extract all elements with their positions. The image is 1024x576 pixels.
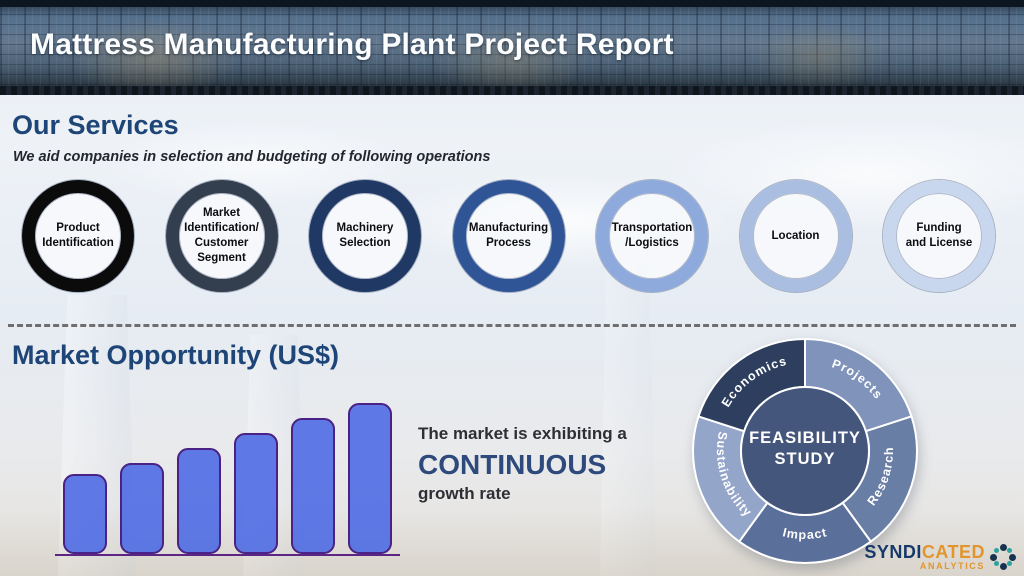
- dotted-circle-icon: [990, 544, 1016, 570]
- donut-center-label: FEASIBILITY STUDY: [749, 429, 861, 468]
- dashed-divider: [8, 324, 1016, 327]
- logo-dot: [1007, 547, 1013, 553]
- logo-dot: [990, 553, 997, 561]
- bar: [120, 463, 164, 554]
- market-bar-chart: [55, 398, 400, 556]
- header-banner: Mattress Manufacturing Plant Project Rep…: [0, 0, 1024, 95]
- services-subtitle: We aid companies in selection and budget…: [13, 149, 491, 165]
- service-circle-market-identification-customer-segment: Market Identification/ Customer Segment: [165, 180, 278, 292]
- market-growth-text: The market is exhibiting a CONTINUOUS gr…: [418, 424, 627, 504]
- service-label: Machinery Selection: [336, 222, 394, 249]
- logo-dot: [1007, 561, 1013, 567]
- bar: [234, 433, 278, 554]
- syndicated-analytics-logo: SYNDICATED ANALYTICS: [864, 543, 1016, 571]
- service-label: Funding and License: [905, 222, 973, 249]
- service-circle-manufacturing-process: Manufacturing Process: [452, 180, 565, 292]
- market-text-line3: growth rate: [418, 484, 511, 503]
- market-section-title: Market Opportunity (US$): [12, 340, 340, 370]
- service-label: Product Identification: [42, 222, 114, 249]
- service-circle-transportation-logistics: Transportation /Logistics: [596, 180, 708, 292]
- market-text-emphasis: CONTINUOUS: [418, 449, 607, 480]
- logo-name-primary: SYNDI: [864, 542, 922, 562]
- page-title: Mattress Manufacturing Plant Project Rep…: [30, 28, 674, 61]
- logo-dot: [1009, 553, 1016, 561]
- service-label: Transportation /Logistics: [611, 222, 693, 249]
- logo-dot: [993, 547, 999, 553]
- service-label: Manufacturing Process: [468, 222, 549, 249]
- market-text-line1: The market is exhibiting a: [418, 424, 627, 443]
- logo-subtitle: ANALYTICS: [919, 561, 985, 571]
- background-chimney: [600, 255, 656, 576]
- logo-name-secondary: CATED: [921, 542, 985, 562]
- bar: [63, 474, 107, 554]
- service-circle-machinery-selection: Machinery Selection: [309, 180, 421, 292]
- bar-group: [63, 403, 392, 554]
- services-section-title: Our Services: [12, 110, 179, 140]
- service-circle-funding-and-license: Funding and License: [883, 180, 995, 292]
- logo-dot: [999, 563, 1007, 570]
- feasibility-donut-chart: ProjectsResearchImpactSustainabilityEcon…: [692, 337, 918, 564]
- bar: [177, 448, 221, 554]
- logo-text: SYNDICATED ANALYTICS: [864, 543, 985, 571]
- service-label: Location: [771, 229, 820, 242]
- bar: [348, 403, 392, 554]
- service-circle-product-identification: Product Identification: [22, 180, 134, 292]
- logo-name: SYNDICATED: [864, 543, 985, 561]
- services-circles-row: Product Identification Market Identificat…: [22, 180, 995, 292]
- logo-dot: [993, 561, 999, 567]
- bar-chart-baseline: [55, 554, 400, 556]
- bar: [291, 418, 335, 554]
- donut-center: [740, 386, 870, 516]
- service-circle-location: Location: [739, 180, 852, 292]
- service-label: Market Identification/ Customer Segment: [184, 207, 259, 264]
- donut-segment-label: Impact: [781, 525, 828, 542]
- logo-dot: [999, 544, 1007, 551]
